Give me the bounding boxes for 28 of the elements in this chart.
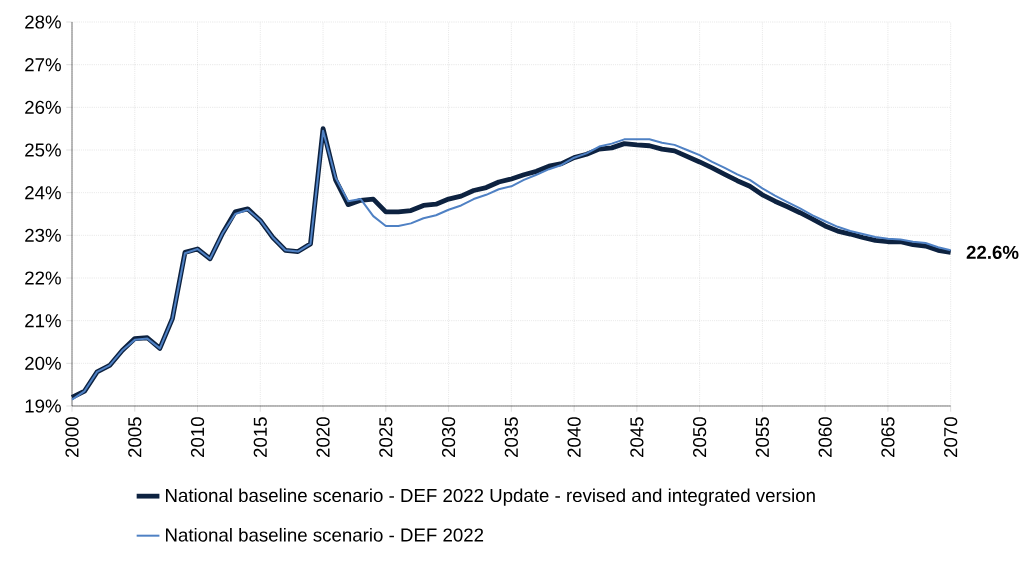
y-tick-label: 27% <box>25 58 61 72</box>
x-tick-label: 2020 <box>316 417 330 457</box>
x-tick-label: 2035 <box>504 417 518 457</box>
annotation: 22.6% <box>966 245 1019 260</box>
x-tick-label: 2040 <box>567 417 581 457</box>
y-tick-label: 20% <box>25 356 61 370</box>
y-tick-label: 25% <box>25 143 61 157</box>
x-tick-label: 2060 <box>818 417 832 457</box>
x-tick-label: 2070 <box>944 417 958 457</box>
x-tick-label: 2000 <box>65 417 79 457</box>
legend-label: National baseline scenario - DEF 2022 Update - revised and integrated version <box>166 488 815 506</box>
y-tick-label: 28% <box>25 15 61 29</box>
y-tick-label: 19% <box>25 399 61 413</box>
x-tick-label: 2015 <box>253 417 267 457</box>
y-tick-label: 26% <box>25 100 61 114</box>
x-tick-label: 2030 <box>441 417 456 457</box>
y-tick-label: 23% <box>25 228 61 242</box>
y-tick-label: 22% <box>25 271 61 285</box>
legend-label: National baseline scenario - DEF 2022 <box>166 527 484 542</box>
x-tick-label: 2065 <box>881 417 895 457</box>
x-tick-label: 2010 <box>190 417 205 457</box>
y-tick-label: 24% <box>25 186 61 200</box>
x-tick-label: 2055 <box>755 417 769 457</box>
x-tick-label: 2050 <box>693 417 707 457</box>
y-tick-label: 21% <box>25 314 61 328</box>
x-tick-label: 2045 <box>630 417 644 457</box>
x-tick-label: 2005 <box>128 417 142 457</box>
x-tick-label: 2025 <box>379 417 393 457</box>
